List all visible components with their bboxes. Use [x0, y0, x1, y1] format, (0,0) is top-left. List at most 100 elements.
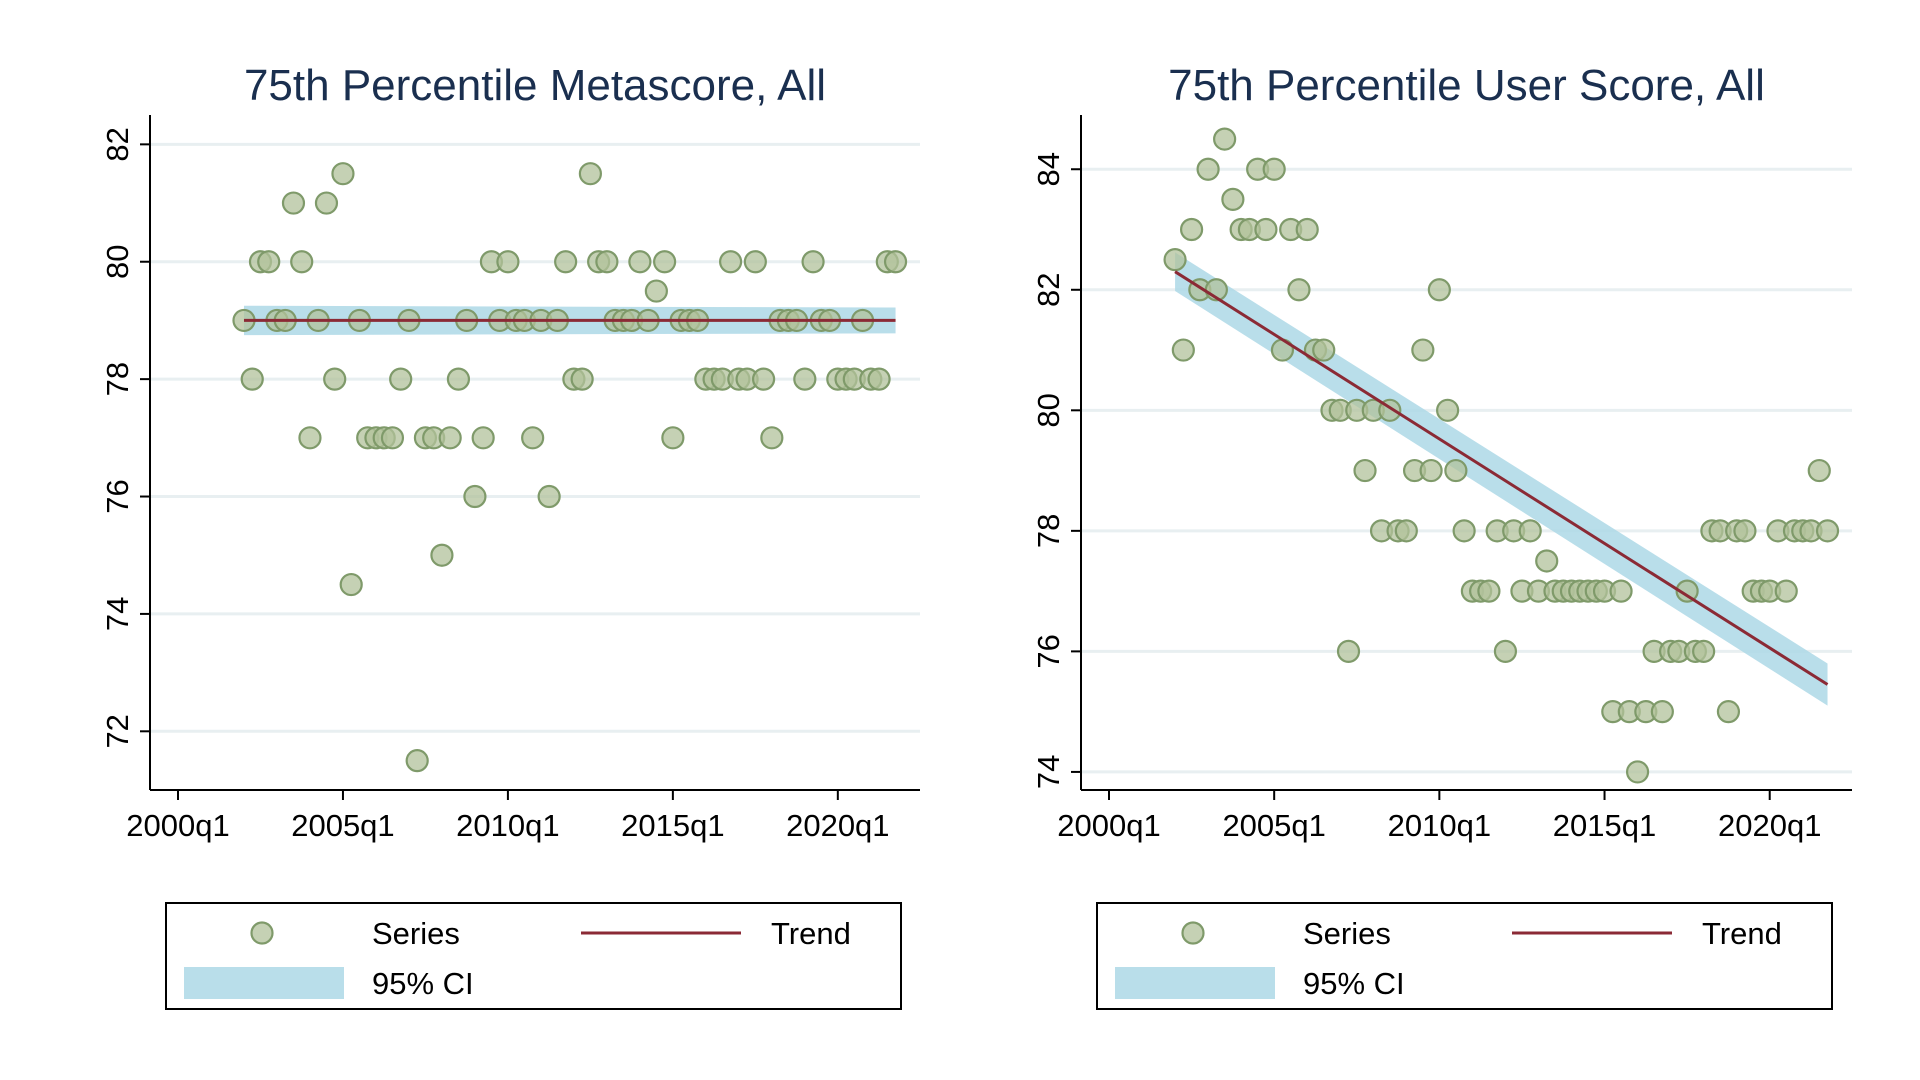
legend-series-label: Series [372, 916, 460, 951]
legend: Series Trend 95% CI [1096, 902, 1833, 1010]
chart-title: 75th Percentile User Score, All [1168, 61, 1765, 110]
chart-panel-2: 75th Percentile User Score, All 74 76 78 80 8… [1031, 61, 1852, 1010]
data-point [331, 162, 355, 186]
data-point [1287, 278, 1311, 302]
data-point [314, 191, 339, 215]
data-point [644, 279, 668, 303]
data-point [751, 367, 776, 391]
data-point [719, 250, 743, 274]
data-point [1692, 639, 1716, 663]
data-point [405, 749, 429, 773]
data-point [1733, 519, 1757, 543]
legend-ci-label: 95% CI [1303, 966, 1405, 1001]
legend-ci-label: 95% CI [372, 966, 474, 1001]
data-point [867, 367, 891, 391]
x-tick-label: 2005q1 [1222, 808, 1325, 843]
data-point [521, 426, 545, 450]
x-tick-label: 2020q1 [1718, 808, 1821, 843]
legend-trend-label: Trend [771, 916, 851, 951]
data-point [743, 250, 767, 274]
x-tick-label: 2010q1 [1388, 808, 1491, 843]
data-point [883, 250, 908, 274]
y-tick-label: 72 [100, 714, 135, 748]
data-point [1221, 187, 1245, 211]
chart-panel-1: 75th Percentile Metascore, All 72 74 76 78 80… [100, 61, 920, 1010]
data-point [389, 367, 413, 391]
legend-series-marker [1181, 921, 1205, 945]
legend-series-label: Series [1303, 916, 1391, 951]
data-point [1179, 217, 1204, 242]
data-point [1625, 760, 1650, 784]
data-point [1535, 549, 1559, 573]
data-point [537, 484, 561, 509]
y-tick-label: 80 [1031, 393, 1066, 427]
trend-line [1174, 270, 1829, 686]
data-point [257, 250, 281, 274]
y-tick-label: 76 [1031, 634, 1066, 668]
y-tick-label: 76 [100, 479, 135, 513]
data-point [1436, 398, 1460, 422]
data-point [661, 426, 685, 450]
data-point [1254, 217, 1278, 242]
x-tick-label: 2015q1 [621, 808, 724, 843]
data-point [1213, 127, 1237, 151]
data-point [1493, 639, 1518, 663]
data-point [1774, 579, 1798, 603]
data-point [1411, 338, 1435, 362]
chart-title: 75th Percentile Metascore, All [244, 61, 826, 110]
x-tick-label: 2020q1 [786, 808, 889, 843]
y-tick-label: 80 [100, 244, 135, 278]
data-point [323, 367, 347, 391]
y-tick-label: 84 [1031, 152, 1066, 186]
data-point [1650, 700, 1674, 724]
data-point [380, 426, 405, 450]
x-tick-label: 2000q1 [126, 808, 229, 843]
data-point [578, 162, 602, 186]
data-point [438, 426, 462, 450]
legend-ci-swatch [1115, 967, 1275, 999]
data-point [1444, 458, 1468, 483]
data-point [595, 250, 619, 274]
legend-series-marker [250, 921, 274, 945]
data-point [801, 250, 825, 274]
data-point [1196, 157, 1220, 181]
x-tick-label: 2000q1 [1057, 808, 1160, 843]
data-point [1609, 579, 1633, 603]
legend: Series Trend 95% CI [165, 902, 902, 1010]
data-point [496, 250, 520, 274]
data-point [628, 250, 652, 274]
data-point [554, 250, 578, 274]
data-point [1262, 157, 1286, 181]
y-tick-label: 82 [1031, 273, 1066, 307]
data-point [1807, 458, 1831, 483]
data-point [1419, 458, 1443, 483]
data-point [281, 191, 306, 215]
data-point [793, 367, 817, 391]
data-point [1163, 248, 1187, 272]
data-point [446, 367, 471, 391]
y-tick-label: 78 [100, 362, 135, 396]
data-point [1295, 217, 1319, 242]
legend-trend-label: Trend [1702, 916, 1782, 951]
data-point [760, 426, 784, 450]
data-point [1815, 519, 1840, 543]
y-tick-label: 74 [100, 597, 135, 631]
data-point [570, 367, 594, 391]
x-tick-label: 2005q1 [291, 808, 394, 843]
data-point [1427, 278, 1451, 302]
data-point [298, 426, 322, 450]
data-point [1452, 519, 1476, 543]
data-point [1477, 579, 1501, 603]
data-point [430, 543, 454, 567]
y-tick-label: 74 [1031, 755, 1066, 789]
data-point [1171, 338, 1195, 362]
legend-ci-swatch [184, 967, 344, 999]
data-point [1353, 458, 1377, 483]
data-point [1518, 519, 1542, 543]
x-tick-label: 2015q1 [1553, 808, 1656, 843]
data-point [653, 250, 677, 274]
data-point [1716, 700, 1741, 724]
data-point [1336, 639, 1361, 663]
data-point [463, 484, 487, 509]
